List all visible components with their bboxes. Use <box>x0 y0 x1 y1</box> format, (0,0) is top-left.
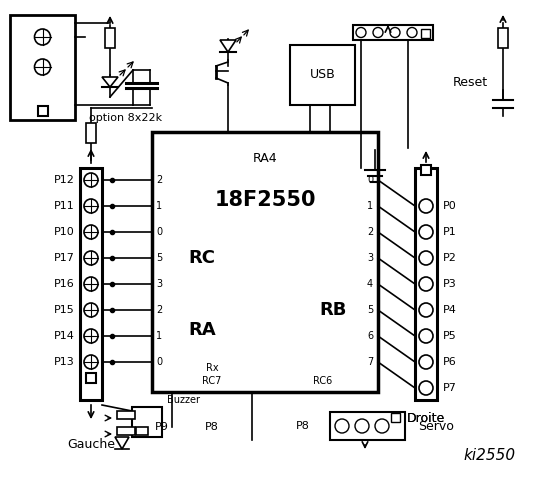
Text: P15: P15 <box>54 305 75 315</box>
Text: P14: P14 <box>54 331 75 341</box>
Text: RA4: RA4 <box>253 152 277 165</box>
Text: Droite: Droite <box>407 411 445 424</box>
Text: Droite: Droite <box>407 411 445 424</box>
Circle shape <box>84 355 98 369</box>
Text: P12: P12 <box>54 175 75 185</box>
Circle shape <box>84 277 98 291</box>
Polygon shape <box>220 40 236 52</box>
Bar <box>105 28 115 48</box>
Text: P8: P8 <box>205 422 219 432</box>
Text: P1: P1 <box>443 227 457 237</box>
Bar <box>415 168 437 400</box>
Bar <box>80 168 102 400</box>
Text: P7: P7 <box>443 383 457 393</box>
Polygon shape <box>115 437 129 449</box>
Text: P2: P2 <box>443 253 457 263</box>
Text: P13: P13 <box>54 357 75 367</box>
Bar <box>38 106 48 116</box>
Circle shape <box>419 381 433 395</box>
Circle shape <box>419 251 433 265</box>
Text: 0: 0 <box>156 227 162 237</box>
Bar <box>498 28 508 48</box>
Circle shape <box>34 29 50 45</box>
Text: 2: 2 <box>156 175 162 185</box>
Circle shape <box>407 27 417 37</box>
Text: P10: P10 <box>54 227 75 237</box>
Text: P8: P8 <box>296 421 310 431</box>
Text: RC: RC <box>189 249 216 267</box>
Text: 4: 4 <box>367 279 373 289</box>
Circle shape <box>373 27 383 37</box>
Text: P0: P0 <box>443 201 457 211</box>
Text: Servo: Servo <box>418 420 454 432</box>
Text: P17: P17 <box>54 253 75 263</box>
Text: RB: RB <box>319 301 347 319</box>
Text: RC6: RC6 <box>314 376 332 386</box>
Text: P16: P16 <box>54 279 75 289</box>
Text: P11: P11 <box>54 201 75 211</box>
Text: 1: 1 <box>367 201 373 211</box>
Text: 2: 2 <box>156 305 162 315</box>
Bar <box>152 132 378 392</box>
Bar <box>117 427 135 435</box>
Text: option 8x22k: option 8x22k <box>90 113 163 123</box>
Circle shape <box>419 199 433 213</box>
Text: 1: 1 <box>156 331 162 341</box>
Bar <box>86 373 96 383</box>
Text: 5: 5 <box>156 253 162 263</box>
Text: 2: 2 <box>367 227 373 237</box>
Text: ki2550: ki2550 <box>464 447 516 463</box>
Bar <box>421 29 430 38</box>
Text: P9: P9 <box>155 422 169 432</box>
Text: 0: 0 <box>367 175 373 185</box>
Bar <box>86 123 96 143</box>
Bar <box>132 407 162 437</box>
Circle shape <box>419 277 433 291</box>
Text: P6: P6 <box>443 357 457 367</box>
Text: P3: P3 <box>443 279 457 289</box>
Circle shape <box>419 225 433 239</box>
Bar <box>353 25 433 40</box>
Bar <box>10 15 75 120</box>
Text: 7: 7 <box>367 357 373 367</box>
Bar <box>390 412 399 421</box>
Circle shape <box>84 173 98 187</box>
Text: P5: P5 <box>443 331 457 341</box>
Circle shape <box>390 27 400 37</box>
Text: Reset: Reset <box>453 75 488 88</box>
Circle shape <box>84 225 98 239</box>
Polygon shape <box>102 77 118 87</box>
Circle shape <box>84 199 98 213</box>
Bar <box>421 165 431 175</box>
Text: 6: 6 <box>367 331 373 341</box>
Circle shape <box>84 303 98 317</box>
Text: 3: 3 <box>156 279 162 289</box>
Circle shape <box>84 251 98 265</box>
Bar <box>330 412 405 440</box>
Circle shape <box>355 419 369 433</box>
Circle shape <box>419 329 433 343</box>
Circle shape <box>419 355 433 369</box>
Text: 1: 1 <box>156 201 162 211</box>
Text: Buzzer: Buzzer <box>167 395 200 405</box>
Circle shape <box>84 329 98 343</box>
Text: Rx: Rx <box>206 363 218 373</box>
Circle shape <box>375 419 389 433</box>
Text: P4: P4 <box>443 305 457 315</box>
Text: 0: 0 <box>156 357 162 367</box>
Text: RC7: RC7 <box>202 376 222 386</box>
Bar <box>136 427 148 435</box>
Bar <box>290 45 355 105</box>
Bar <box>117 411 135 419</box>
Text: Gauche: Gauche <box>67 439 115 452</box>
Text: RA: RA <box>188 321 216 339</box>
Circle shape <box>34 59 50 75</box>
Circle shape <box>335 419 349 433</box>
Circle shape <box>356 27 366 37</box>
Text: 5: 5 <box>367 305 373 315</box>
Circle shape <box>419 303 433 317</box>
Text: 18F2550: 18F2550 <box>214 190 316 210</box>
Text: USB: USB <box>310 69 335 82</box>
Text: 3: 3 <box>367 253 373 263</box>
